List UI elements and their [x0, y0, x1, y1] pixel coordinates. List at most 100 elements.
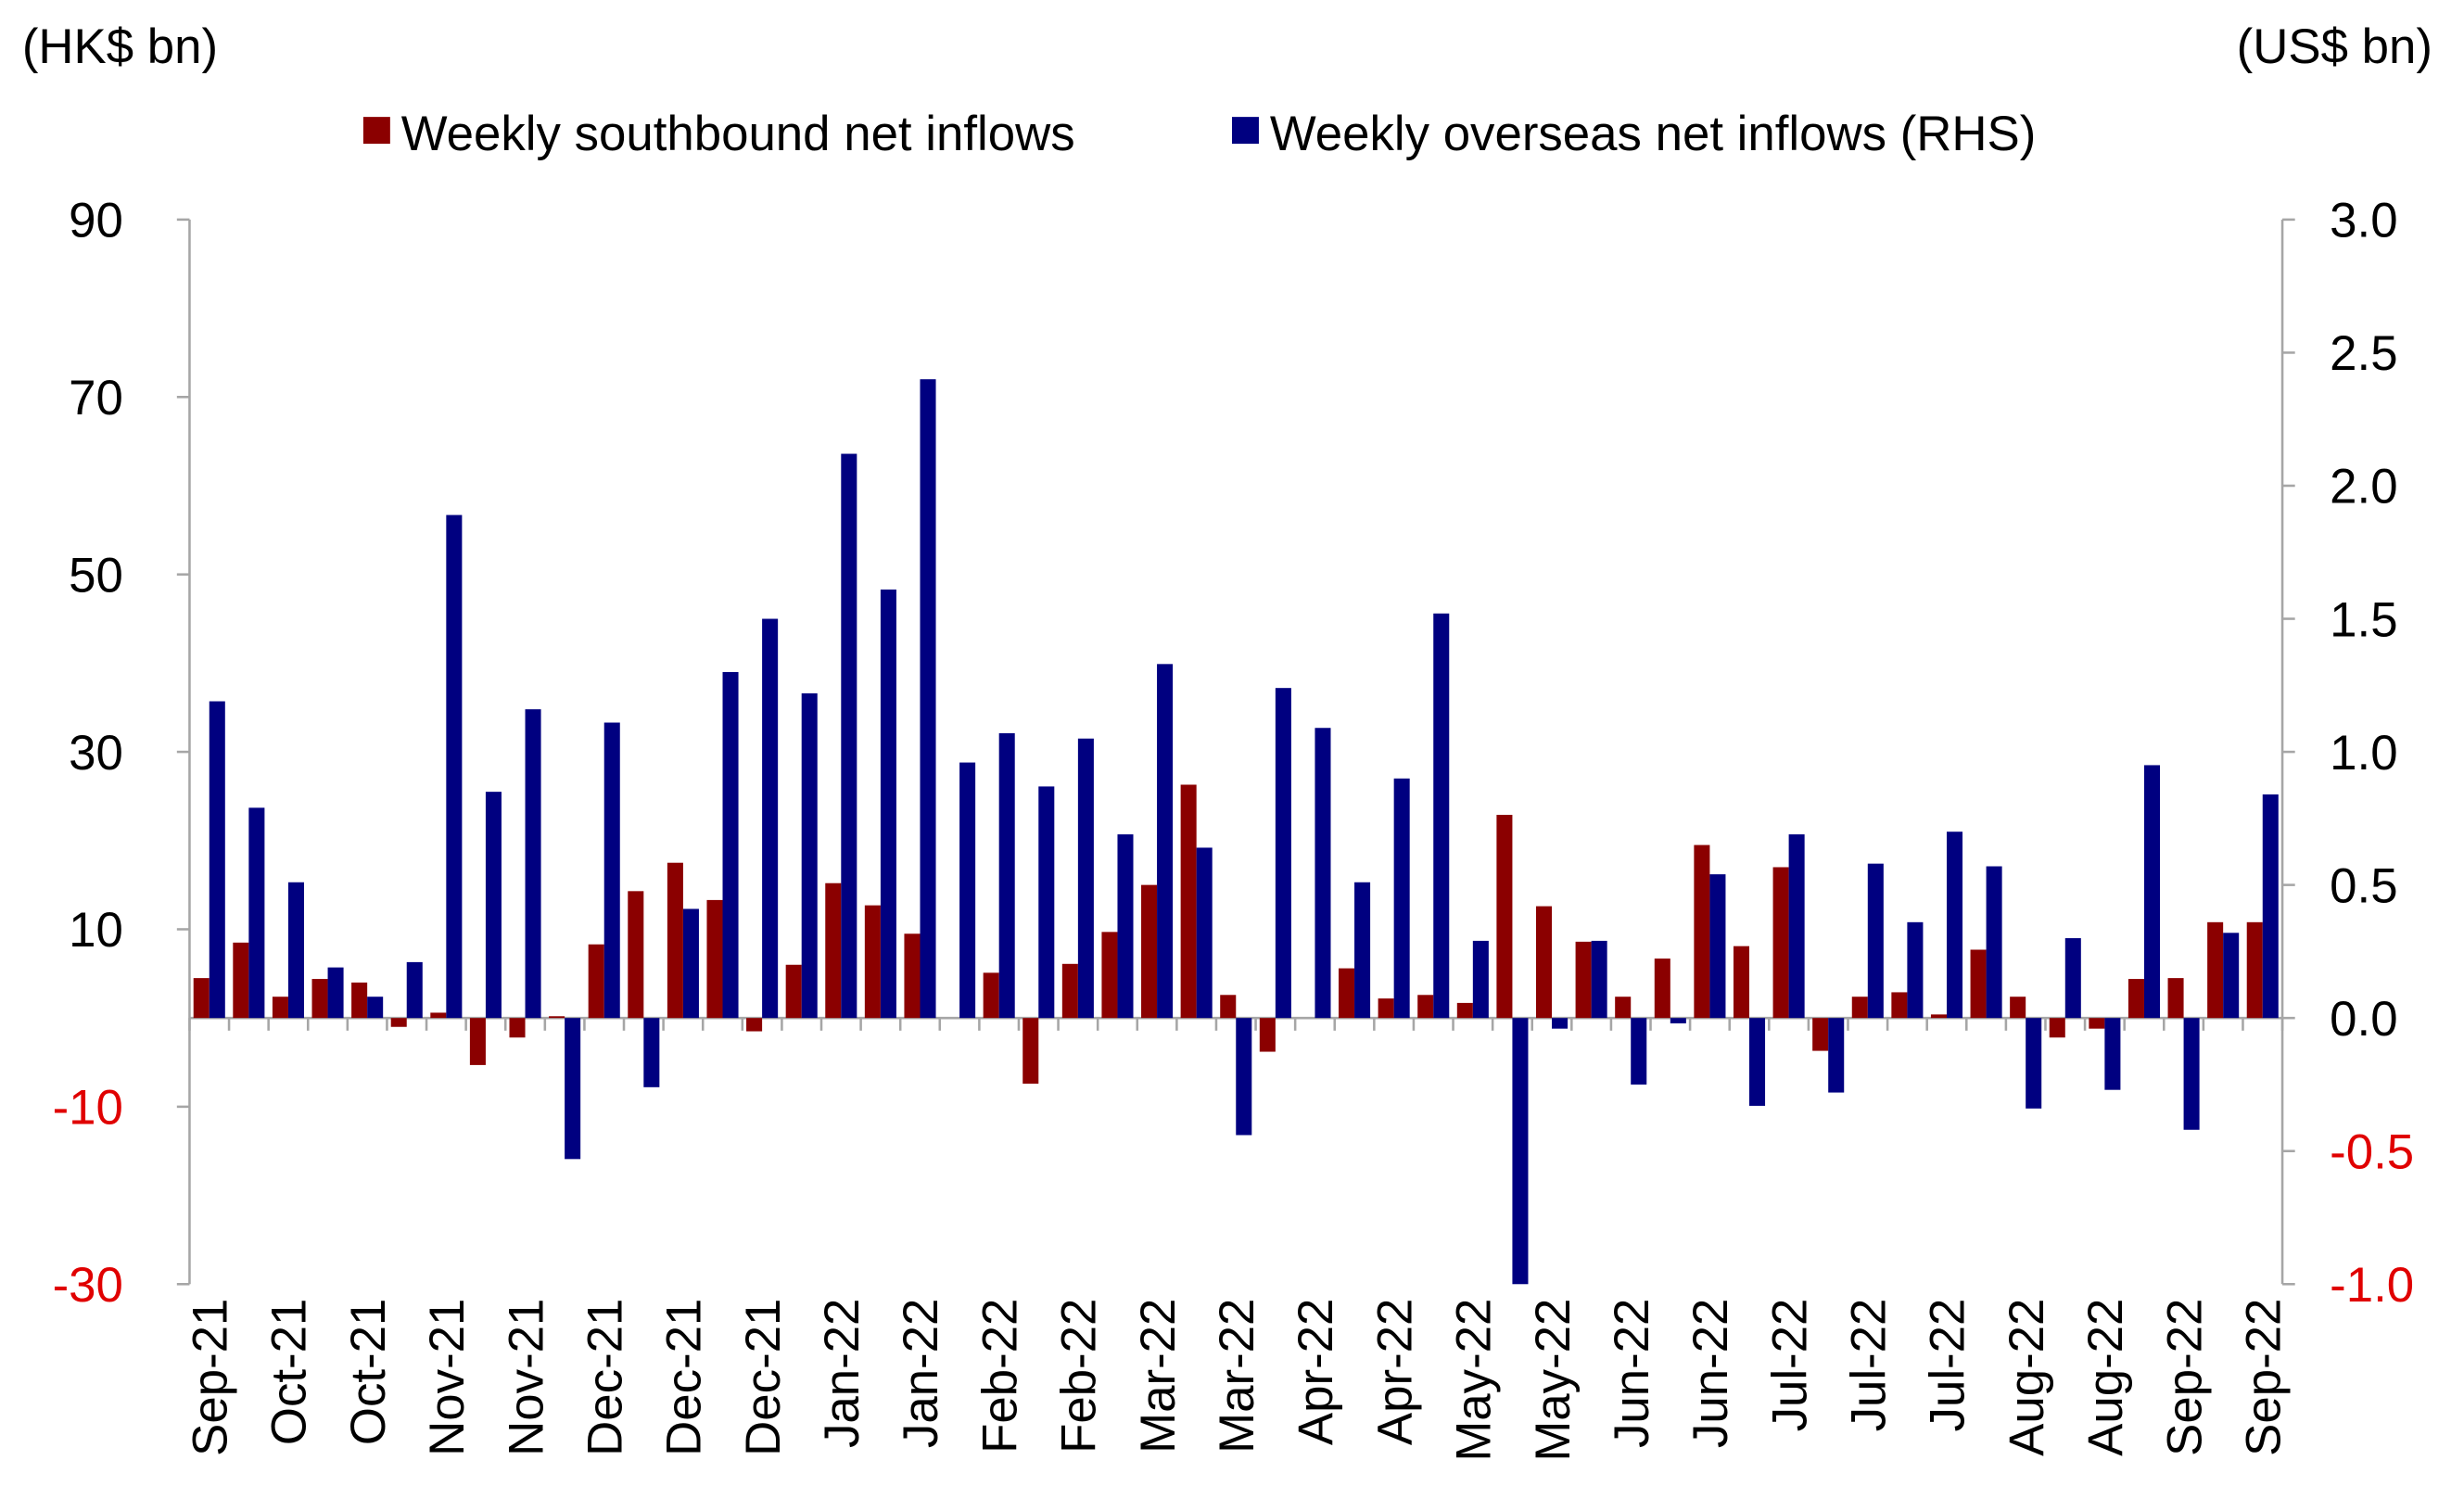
bar — [1733, 946, 1750, 1019]
x-tick-label: Apr-22 — [1367, 1299, 1422, 1445]
bar — [1828, 1018, 1845, 1093]
bar — [1101, 932, 1118, 1019]
bar — [287, 882, 304, 1019]
bar — [1512, 1018, 1529, 1285]
bar — [2223, 933, 2240, 1019]
bar — [248, 807, 265, 1019]
bar — [209, 701, 225, 1019]
bar — [801, 692, 818, 1019]
bar — [2049, 1018, 2065, 1038]
bar — [1196, 847, 1213, 1019]
bar — [1472, 940, 1489, 1019]
bar — [1456, 1002, 1473, 1019]
bar — [682, 908, 699, 1019]
y2-tick-label: 3.0 — [2330, 194, 2397, 248]
bar — [841, 453, 857, 1019]
bar — [1315, 728, 1331, 1019]
bar — [2026, 1018, 2042, 1109]
y2-tick-label: 1.0 — [2330, 726, 2397, 781]
bar — [2010, 997, 2026, 1019]
bar — [1496, 815, 1513, 1019]
bar — [722, 671, 739, 1019]
bar — [1339, 968, 1355, 1019]
x-tick-label: Feb-22 — [972, 1299, 1027, 1454]
bar — [1236, 1018, 1252, 1136]
bar — [959, 762, 976, 1019]
bar — [525, 709, 541, 1019]
bar — [1930, 1014, 1947, 1019]
x-tick-label: Jan-22 — [815, 1299, 870, 1448]
bar — [1788, 834, 1805, 1019]
bar — [1552, 1018, 1569, 1029]
bar — [1259, 1018, 1276, 1052]
bar — [603, 722, 620, 1019]
bar — [2262, 794, 2279, 1019]
bar — [983, 972, 999, 1019]
bar — [667, 862, 683, 1019]
bar — [565, 1018, 581, 1160]
bar — [1157, 664, 1174, 1019]
bar — [1275, 688, 1291, 1019]
bar — [746, 1018, 763, 1032]
x-tick-label: Jul-22 — [1842, 1299, 1897, 1432]
x-tick-label: Dec-21 — [736, 1299, 791, 1456]
bar — [643, 1018, 660, 1087]
bar — [998, 732, 1015, 1019]
y2-tick-label: 0.0 — [2330, 992, 2397, 1047]
y2-tick-label: -0.5 — [2330, 1124, 2414, 1179]
legend-swatch — [362, 117, 390, 145]
bar — [2089, 1018, 2105, 1029]
bar — [1220, 995, 1237, 1019]
bar — [1117, 834, 1134, 1019]
x-tick-label: Apr-22 — [1289, 1299, 1343, 1445]
bar — [1891, 992, 1908, 1019]
bar — [2143, 765, 2161, 1019]
x-tick-label: Feb-22 — [1052, 1299, 1107, 1454]
x-tick-label: Aug-22 — [2000, 1299, 2054, 1456]
bar — [2246, 921, 2263, 1019]
y2-tick-label: 2.5 — [2330, 326, 2397, 381]
bar — [1141, 884, 1158, 1019]
y-tick-label: -30 — [53, 1258, 123, 1313]
bar — [2127, 979, 2144, 1019]
bar — [1851, 997, 1868, 1019]
x-tick-label: Mar-22 — [1210, 1299, 1264, 1454]
bar — [327, 967, 344, 1019]
bar — [485, 792, 502, 1019]
bar — [1591, 940, 1607, 1019]
bar — [193, 978, 210, 1019]
y-tick-label: 70 — [69, 371, 123, 425]
y-tick-label: 10 — [69, 903, 123, 958]
bar — [1970, 949, 1987, 1019]
bar — [864, 905, 881, 1019]
x-tick-label: May-22 — [1526, 1299, 1581, 1462]
x-tick-label: Jul-22 — [1921, 1299, 1975, 1432]
bar — [1670, 1018, 1686, 1023]
bar — [1393, 778, 1410, 1019]
bar — [469, 1018, 486, 1065]
y2-tick-label: -1.0 — [2330, 1258, 2414, 1313]
y-tick-label: -10 — [53, 1081, 123, 1136]
bar — [785, 964, 802, 1019]
bar — [762, 618, 779, 1019]
y2-axis-title: (US$ bn) — [2237, 19, 2432, 74]
x-tick-label: Jun-22 — [1605, 1299, 1659, 1448]
x-tick-label: Dec-21 — [657, 1299, 712, 1456]
bar — [390, 1018, 407, 1027]
bar — [920, 379, 936, 1019]
x-tick-label: Jun-22 — [1683, 1299, 1738, 1448]
bar — [1022, 1018, 1039, 1084]
bar — [1535, 906, 1553, 1019]
bar — [1694, 844, 1710, 1019]
bar — [1575, 941, 1592, 1019]
legend-label: Weekly southbound net inflows — [401, 107, 1075, 161]
x-tick-label: Sep-22 — [2237, 1299, 2292, 1456]
legend-label: Weekly overseas net inflows (RHS) — [1270, 107, 2036, 161]
x-tick-label: May-22 — [1447, 1299, 1502, 1462]
x-tick-label: Sep-21 — [184, 1299, 238, 1456]
bar — [311, 979, 328, 1019]
bar — [1417, 995, 1434, 1019]
bar — [1061, 963, 1078, 1019]
bar — [588, 944, 604, 1019]
